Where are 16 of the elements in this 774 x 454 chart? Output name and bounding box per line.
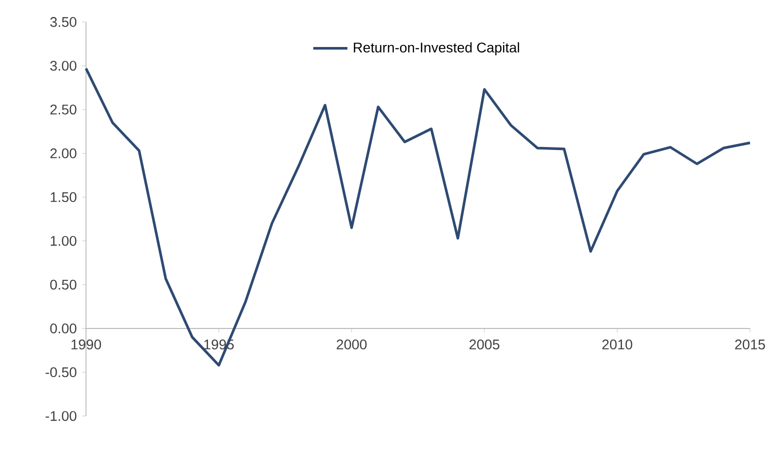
y-tick-label: 2.50	[50, 104, 76, 114]
y-tick-label: -1.00	[46, 411, 76, 421]
x-tick-label: 2000	[336, 340, 367, 350]
x-tick-label: 2005	[470, 340, 500, 350]
legend-label: Return-on-Invested Capital	[354, 42, 520, 56]
y-tick-label: 3.00	[50, 60, 76, 71]
y-tick-label: 3.50	[50, 17, 76, 27]
x-tick-label: 2010	[602, 340, 632, 350]
x-tick-label: 1990	[71, 340, 102, 350]
y-tick-label: 2.00	[50, 148, 76, 158]
y-tick-label: -0.50	[46, 367, 76, 378]
y-tick-label: 0.00	[50, 324, 76, 334]
x-tick-label: 2015	[735, 340, 765, 350]
y-tick-label: 1.00	[50, 236, 76, 246]
y-tick-label: 1.50	[50, 192, 76, 202]
y-tick-label: 0.50	[50, 280, 76, 290]
